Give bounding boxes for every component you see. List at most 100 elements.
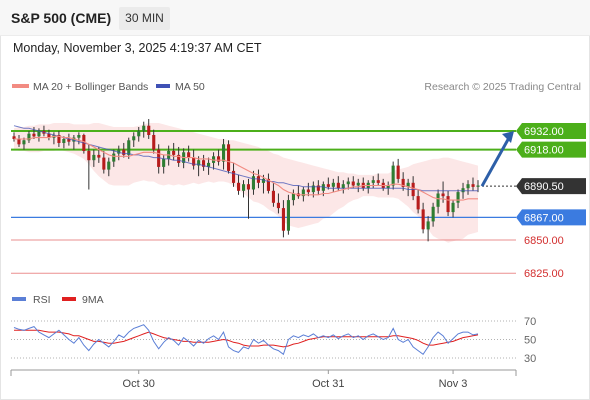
candle-body xyxy=(117,149,121,154)
candle-body xyxy=(386,185,390,189)
candle-body xyxy=(97,154,101,158)
chart-header: S&P 500 (CME) 30 MIN xyxy=(0,0,590,36)
candle-body xyxy=(132,136,136,141)
forecast-arrow-head xyxy=(502,131,514,143)
candle-body xyxy=(57,135,61,143)
rsi-line xyxy=(13,324,479,356)
candle-body xyxy=(202,160,206,167)
candle-body xyxy=(281,208,285,231)
candle-body xyxy=(396,165,400,179)
candle-body xyxy=(62,139,66,143)
rsi-ma-legend-swatch xyxy=(62,297,76,301)
ma20-legend-swatch xyxy=(12,84,29,88)
candle-body xyxy=(341,184,345,189)
candle-body xyxy=(376,180,380,183)
candle-body xyxy=(232,170,236,183)
candle-body xyxy=(311,185,315,193)
candle-body xyxy=(426,221,430,230)
x-axis: Oct 30 Oct 31 Nov 3 xyxy=(10,369,517,390)
price-levels-layer xyxy=(11,130,516,274)
forecast-arrow-layer xyxy=(480,131,514,187)
candle-body xyxy=(222,144,226,162)
candle-body xyxy=(371,180,375,183)
rsi-legend-label: RSI xyxy=(33,294,51,306)
price-label-6850.00: 6850.00 xyxy=(524,235,564,247)
price-label-6932.00: 6932.00 xyxy=(524,126,564,138)
candle-body xyxy=(261,178,265,183)
candle-body xyxy=(67,139,71,142)
candle-body xyxy=(456,192,460,203)
rsi-level-label-50: 50 xyxy=(524,335,536,347)
candle-body xyxy=(401,178,405,187)
candle-body xyxy=(421,209,425,230)
candle-body xyxy=(192,157,196,166)
candle-body xyxy=(72,137,76,142)
candle-body xyxy=(37,131,41,137)
timeframe-badge[interactable]: 30 MIN xyxy=(119,7,170,30)
price-label-6825.00: 6825.00 xyxy=(524,268,564,280)
price-label-6890.50: 6890.50 xyxy=(524,181,564,193)
candle-body xyxy=(276,202,280,209)
price-label-6918.00: 6918.00 xyxy=(524,145,564,157)
report-datetime: Monday, November 3, 2025 4:19:37 AM CET xyxy=(13,41,262,55)
candle-body xyxy=(242,184,246,191)
price-tag-6867.00 xyxy=(516,209,586,226)
candle-body xyxy=(92,154,96,161)
candle-body xyxy=(137,131,141,137)
candle-body xyxy=(17,139,21,145)
candle-body xyxy=(22,140,26,145)
candle-body xyxy=(336,182,340,189)
ma50-line xyxy=(13,125,478,192)
candle-body xyxy=(77,135,81,138)
rsi-level-label-70: 70 xyxy=(524,316,536,328)
candle-body xyxy=(212,156,216,163)
candle-body xyxy=(446,196,450,213)
candle-body xyxy=(286,200,290,231)
candle-body xyxy=(306,189,310,193)
candle-body xyxy=(266,178,270,191)
candle-body xyxy=(172,150,176,155)
candle-body xyxy=(451,202,455,213)
candle-body xyxy=(227,144,231,171)
candle-body xyxy=(406,182,410,187)
price-labels-layer: 6932.00 6918.00 6890.50 6867.00 6850.00 6825.… xyxy=(516,123,586,280)
candle-body xyxy=(207,162,211,167)
candle-body xyxy=(12,136,16,139)
candle-body xyxy=(271,190,275,203)
candle-body xyxy=(157,149,161,167)
ma20-line xyxy=(14,135,478,201)
candle-body xyxy=(197,160,201,166)
candle-body xyxy=(102,157,106,170)
ma50-legend-swatch xyxy=(156,84,170,88)
candle-body xyxy=(351,181,355,186)
candle-body xyxy=(127,140,131,155)
candle-body xyxy=(177,154,181,163)
rsi-panel: 70 50 30 xyxy=(11,316,536,365)
candle-body xyxy=(436,193,440,207)
candle-body xyxy=(162,158,166,167)
forecast-arrow-shaft xyxy=(480,135,512,187)
candle-body xyxy=(476,185,480,187)
candle-body xyxy=(47,133,51,138)
research-credit: Research © 2025 Trading Central xyxy=(424,81,581,93)
candle-body xyxy=(326,184,330,187)
candle-body xyxy=(431,206,435,222)
candle-body xyxy=(461,188,465,193)
x-tick-label-Oct 31: Oct 31 xyxy=(312,378,344,390)
candle-body xyxy=(251,176,255,190)
candle-body xyxy=(441,193,445,197)
candle-body xyxy=(391,165,395,186)
candle-body xyxy=(331,182,335,187)
price-label-6867.00: 6867.00 xyxy=(524,212,564,224)
candle-body xyxy=(112,153,116,162)
candle-body xyxy=(416,196,420,210)
price-tag-6890.50 xyxy=(516,178,586,195)
candle-body xyxy=(291,193,295,201)
candle-body xyxy=(187,152,191,158)
candle-body xyxy=(27,133,31,141)
candle-body xyxy=(356,182,360,186)
candle-body xyxy=(142,125,146,131)
ma50-legend-label: MA 50 xyxy=(175,81,205,93)
candle-body xyxy=(122,149,126,155)
candle-body xyxy=(87,150,91,161)
